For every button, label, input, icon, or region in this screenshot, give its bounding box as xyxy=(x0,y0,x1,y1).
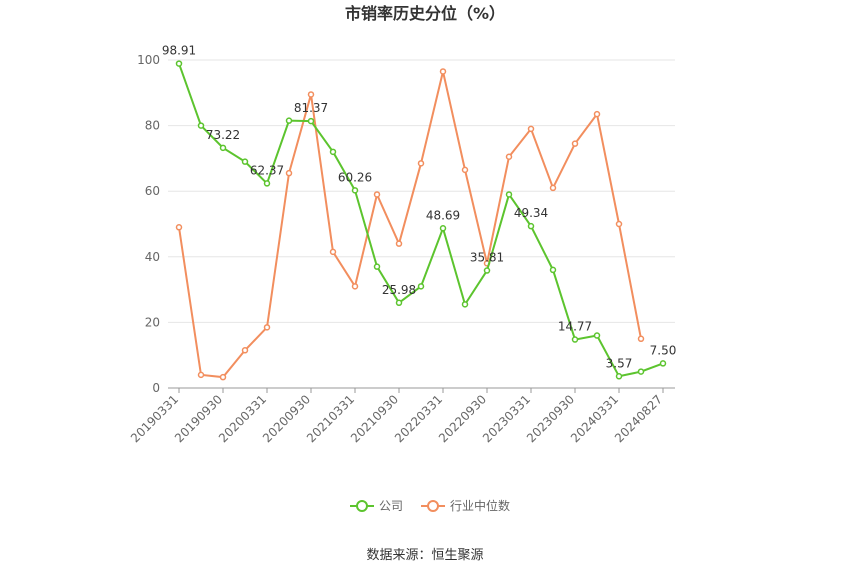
legend-label: 公司 xyxy=(379,499,403,513)
point xyxy=(505,191,513,198)
point xyxy=(329,248,337,256)
data-label: 3.57 xyxy=(606,356,633,370)
point xyxy=(373,263,381,270)
point xyxy=(461,166,469,174)
point xyxy=(197,122,205,129)
point xyxy=(263,180,271,187)
point xyxy=(417,283,425,290)
point xyxy=(593,110,601,118)
point xyxy=(241,158,249,165)
data-label: 62.37 xyxy=(250,163,284,177)
source-note: 数据来源：恒生聚源 xyxy=(366,548,483,563)
point xyxy=(263,324,271,331)
y-tick-label: 80 xyxy=(145,119,160,133)
point xyxy=(307,91,315,98)
point xyxy=(285,117,293,124)
y-tick-label: 100 xyxy=(137,53,160,67)
point xyxy=(395,240,403,247)
point xyxy=(351,283,359,290)
point xyxy=(571,336,579,343)
point xyxy=(329,148,337,156)
point xyxy=(241,347,249,354)
point xyxy=(527,125,535,133)
data-label: 35.81 xyxy=(470,251,504,265)
data-label: 25.98 xyxy=(382,283,416,297)
legend-marker xyxy=(427,500,440,512)
point xyxy=(615,220,623,228)
point xyxy=(285,169,293,177)
legend-item: 行业中位数 xyxy=(421,498,510,513)
series-line xyxy=(178,71,642,379)
point xyxy=(219,144,227,152)
point xyxy=(571,140,579,147)
x-tick-label: 20240827 xyxy=(612,392,665,445)
point xyxy=(549,266,557,274)
point xyxy=(219,373,227,381)
point xyxy=(351,187,359,194)
point xyxy=(373,191,381,198)
chart-title: 市销率历史分位（%） xyxy=(345,4,505,23)
point xyxy=(395,299,403,307)
y-tick-label: 60 xyxy=(145,184,160,198)
point xyxy=(615,373,623,380)
legend-item: 公司 xyxy=(350,499,403,513)
data-label: 98.91 xyxy=(162,44,196,58)
point xyxy=(483,267,491,274)
data-label: 81.37 xyxy=(294,101,328,115)
point xyxy=(527,222,535,230)
point xyxy=(549,184,557,192)
point xyxy=(659,360,667,367)
y-tick-label: 0 xyxy=(152,381,160,395)
data-label: 48.69 xyxy=(426,208,460,222)
point xyxy=(417,160,425,167)
point xyxy=(439,225,447,232)
point xyxy=(593,332,601,339)
data-label: 49.34 xyxy=(514,206,548,220)
legend-label: 行业中位数 xyxy=(450,498,510,513)
point xyxy=(175,60,183,67)
point xyxy=(197,371,205,379)
y-tick-label: 20 xyxy=(145,315,160,329)
point xyxy=(637,335,645,343)
data-label: 60.26 xyxy=(338,170,372,184)
point xyxy=(461,301,469,308)
point xyxy=(175,224,183,231)
point xyxy=(637,368,645,375)
y-tick-label: 40 xyxy=(145,250,160,264)
data-label: 7.50 xyxy=(650,343,677,357)
data-label: 73.22 xyxy=(206,128,240,142)
data-label: 14.77 xyxy=(558,320,592,334)
point xyxy=(439,68,447,75)
legend-marker xyxy=(356,500,368,512)
point xyxy=(505,153,513,161)
point xyxy=(307,117,315,125)
